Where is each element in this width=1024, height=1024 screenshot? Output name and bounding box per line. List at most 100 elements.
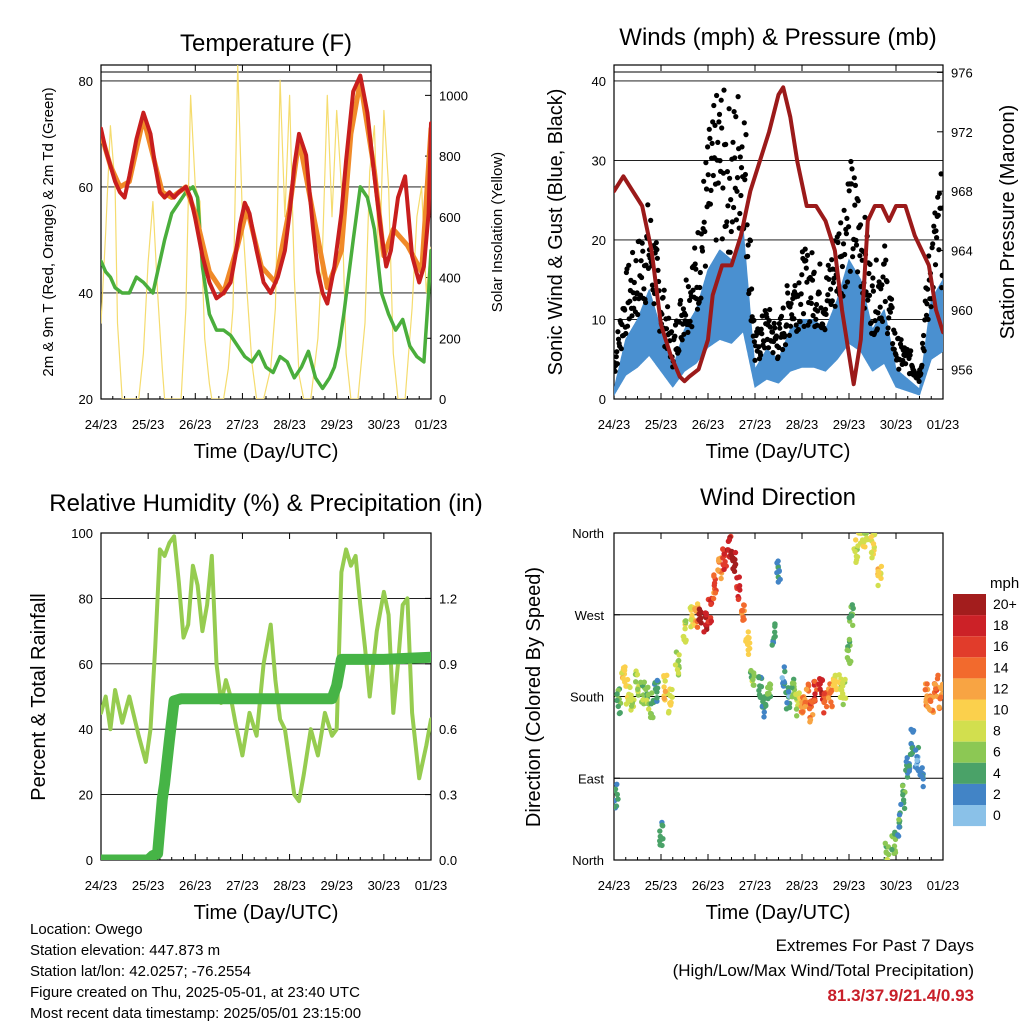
gust-point — [734, 175, 741, 181]
gust-point — [716, 119, 722, 125]
direction-point — [627, 684, 633, 691]
gust-point — [655, 267, 661, 273]
gust-point — [936, 247, 942, 253]
y-tick-label: North — [572, 526, 604, 541]
gust-point — [777, 325, 783, 331]
direction-point — [657, 833, 663, 840]
x-tick-label: 27/23 — [226, 878, 259, 893]
gust-point — [903, 361, 909, 367]
gust-point — [813, 316, 819, 322]
direction-point — [884, 857, 890, 860]
y2-tick-label: 0.3 — [439, 788, 457, 803]
direction-point — [692, 606, 698, 612]
direction-point — [841, 695, 847, 701]
y2-tick-label: 964 — [951, 244, 973, 259]
gust-point — [892, 330, 898, 336]
figure-created: Figure created on Thu, 2025-05-01, at 23… — [30, 984, 360, 1001]
gust-point — [630, 249, 636, 256]
gust-point — [844, 215, 850, 221]
gust-point — [890, 341, 896, 347]
gust-point — [919, 362, 925, 368]
gust-point — [823, 311, 829, 317]
gust-point — [765, 345, 772, 351]
direction-panel: 24/23 25/23 26/23 27/23 28/23 29/23 30/23 01/23… — [570, 526, 959, 893]
gust-point — [918, 371, 924, 377]
gust-point — [720, 170, 727, 176]
direction-point — [638, 679, 644, 685]
gust-point — [857, 222, 864, 228]
direction-point — [875, 582, 881, 589]
gust-point — [782, 342, 789, 348]
x-tick-label: 25/23 — [645, 878, 678, 893]
legend-label: 10 — [993, 702, 1009, 718]
direction-point — [732, 549, 739, 556]
direction-point — [907, 751, 914, 757]
gust-point — [795, 326, 802, 333]
gust-point — [766, 318, 772, 324]
gust-point — [850, 246, 856, 252]
direction-point — [895, 832, 901, 838]
gust-point — [737, 154, 743, 160]
gust-point — [886, 315, 892, 321]
gust-point — [707, 135, 713, 141]
direction-point — [854, 554, 861, 560]
direction-point — [922, 687, 928, 693]
gust-point — [825, 292, 831, 298]
direction-point — [747, 640, 753, 646]
x-tick-label: 28/23 — [786, 878, 819, 893]
gust-point — [730, 139, 736, 145]
gust-point — [758, 326, 764, 332]
direction-point — [720, 562, 726, 568]
gust-point — [693, 266, 699, 272]
gust-point — [829, 257, 835, 263]
gust-point — [654, 247, 660, 253]
direction-point — [802, 699, 808, 706]
gust-point — [810, 312, 816, 319]
gust-point — [925, 286, 931, 292]
gust-point — [923, 312, 930, 318]
direction-point — [741, 616, 747, 623]
gust-point — [710, 172, 716, 179]
gust-point — [928, 304, 934, 310]
y2-tick-label: 0.6 — [439, 722, 457, 737]
direction-point — [614, 804, 618, 810]
x-tick-label: 24/23 — [598, 417, 631, 432]
gust-point — [882, 298, 888, 305]
gust-point — [697, 284, 703, 291]
gust-point — [773, 333, 780, 339]
gust-point — [939, 285, 943, 291]
legend-label: 12 — [993, 680, 1009, 696]
direction-point — [817, 681, 823, 687]
direction-point — [786, 704, 793, 711]
gust-point — [762, 345, 768, 351]
gust-point — [851, 175, 857, 181]
gust-point — [797, 319, 803, 325]
gust-point — [921, 332, 927, 339]
gust-point — [775, 354, 781, 360]
gust-point — [623, 330, 629, 337]
direction-point — [868, 534, 874, 540]
legend-label: 2 — [993, 786, 1001, 802]
direction-point — [643, 686, 649, 692]
direction-point — [703, 612, 709, 618]
legend-label: 0 — [993, 807, 1001, 823]
direction-point — [924, 681, 930, 687]
direction-point — [896, 816, 902, 823]
y2-tick-label: 956 — [951, 362, 973, 377]
gust-point — [724, 219, 730, 225]
wind-band — [614, 229, 943, 396]
direction-point — [657, 838, 663, 844]
x-tick-label: 25/23 — [645, 417, 678, 432]
legend-swatch — [953, 615, 986, 637]
gust-point — [732, 155, 738, 161]
gust-point — [687, 318, 693, 324]
gust-point — [772, 325, 778, 331]
gust-point — [817, 261, 823, 267]
direction-point — [736, 584, 742, 591]
direction-point — [779, 675, 785, 681]
gust-point — [703, 186, 710, 192]
gust-point — [780, 346, 786, 353]
gust-point — [882, 243, 888, 249]
direction-point — [784, 700, 790, 706]
gust-point — [645, 202, 651, 208]
